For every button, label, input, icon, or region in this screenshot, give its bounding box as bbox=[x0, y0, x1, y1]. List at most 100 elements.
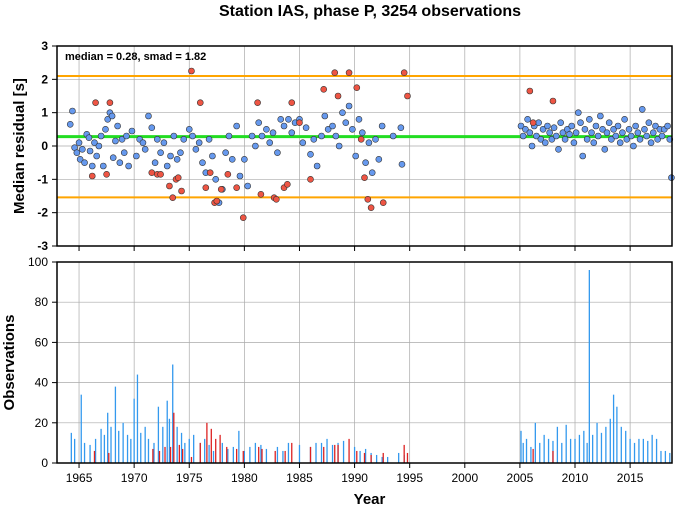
residual-point-148 bbox=[612, 132, 620, 140]
residual-point-46 bbox=[185, 126, 193, 133]
residual-point-3 bbox=[73, 149, 81, 156]
residual-point-135 bbox=[583, 136, 591, 143]
residual-point-37 bbox=[153, 136, 161, 143]
outlier-point-39 bbox=[367, 204, 375, 211]
residual-point-52 bbox=[205, 136, 213, 143]
residual-point-150 bbox=[616, 139, 624, 146]
outlier-point-12 bbox=[188, 67, 195, 75]
residual-point-100 bbox=[375, 156, 383, 163]
residual-point-171 bbox=[664, 122, 671, 130]
x-axis-label: Year bbox=[354, 491, 386, 508]
residual-point-1 bbox=[69, 107, 76, 115]
residual-point-11 bbox=[88, 162, 96, 170]
residual-point-48 bbox=[192, 146, 200, 153]
residual-point-0 bbox=[66, 121, 74, 128]
residual-point-13 bbox=[93, 152, 100, 160]
residual-point-139 bbox=[592, 122, 600, 130]
residual-x-ticks bbox=[78, 246, 631, 251]
x-tick-label-2: 1975 bbox=[176, 471, 203, 485]
outlier-point-6 bbox=[157, 171, 164, 178]
residual-point-5 bbox=[76, 156, 84, 163]
residual-point-59 bbox=[228, 156, 236, 163]
outlier-point-30 bbox=[307, 176, 314, 183]
outlier-point-11 bbox=[178, 187, 185, 195]
residual-point-153 bbox=[623, 136, 631, 143]
obs-y-tick-label-3: 60 bbox=[35, 335, 49, 349]
residual-point-69 bbox=[266, 139, 274, 146]
residual-point-4 bbox=[75, 139, 83, 146]
residual-point-64 bbox=[248, 132, 256, 140]
residual-point-26 bbox=[120, 149, 128, 156]
residual-point-36 bbox=[151, 159, 159, 166]
residual-point-71 bbox=[274, 149, 281, 156]
obs-y-tick-label-2: 40 bbox=[35, 376, 49, 390]
residual-point-68 bbox=[263, 126, 270, 133]
residual-point-9 bbox=[85, 134, 93, 141]
residual-point-169 bbox=[658, 132, 666, 140]
residual-point-41 bbox=[167, 152, 174, 160]
outlier-point-42 bbox=[404, 92, 411, 100]
outlier-point-38 bbox=[364, 196, 372, 203]
residual-point-120 bbox=[550, 124, 558, 131]
residual-y-tick-label-5: 2 bbox=[41, 72, 48, 86]
residual-point-102 bbox=[389, 132, 397, 140]
residual-point-134 bbox=[581, 126, 589, 133]
residual-point-18 bbox=[104, 116, 111, 123]
outlier-point-1 bbox=[92, 99, 99, 106]
residual-point-117 bbox=[544, 122, 551, 130]
residual-point-165 bbox=[649, 129, 657, 136]
outlier-point-25 bbox=[273, 196, 280, 203]
residual-point-67 bbox=[258, 132, 266, 140]
outlier-point-29 bbox=[296, 119, 303, 126]
outlier-point-37 bbox=[361, 174, 368, 181]
residual-point-79 bbox=[302, 124, 310, 131]
observations-gridlines bbox=[57, 261, 672, 464]
residual-point-152 bbox=[621, 116, 628, 123]
residual-point-145 bbox=[605, 119, 613, 126]
outlier-point-15 bbox=[206, 169, 214, 176]
residual-point-72 bbox=[277, 116, 285, 123]
residual-point-89 bbox=[339, 109, 346, 116]
outlier-point-36 bbox=[357, 136, 365, 143]
residual-point-90 bbox=[342, 119, 350, 126]
residual-y-tick-label-6: 3 bbox=[41, 39, 48, 53]
residual-point-12 bbox=[91, 139, 98, 146]
x-tick-label-9: 2010 bbox=[562, 471, 589, 485]
outlier-point-10 bbox=[174, 174, 182, 181]
obs-y-tick-label-0: 0 bbox=[41, 456, 48, 470]
residual-point-25 bbox=[118, 136, 126, 143]
residual-points bbox=[66, 67, 675, 221]
obs-y-tick-label-1: 20 bbox=[35, 416, 49, 430]
residual-point-140 bbox=[594, 132, 602, 140]
residual-point-133 bbox=[579, 152, 587, 160]
residual-point-6 bbox=[79, 146, 86, 153]
residual-point-80 bbox=[307, 151, 314, 158]
residual-point-113 bbox=[535, 119, 542, 126]
residual-point-22 bbox=[112, 137, 119, 145]
residual-point-84 bbox=[321, 112, 329, 120]
residual-point-92 bbox=[349, 126, 356, 133]
residual-point-21 bbox=[109, 154, 117, 161]
residual-point-27 bbox=[123, 132, 130, 140]
observation-bars bbox=[70, 270, 671, 463]
residual-point-110 bbox=[528, 142, 536, 150]
residual-y-tick-label-0: -3 bbox=[37, 239, 48, 253]
residual-y-tick-label-2: -1 bbox=[37, 172, 48, 186]
x-tick-label-4: 1985 bbox=[286, 471, 313, 485]
residual-point-38 bbox=[157, 149, 164, 156]
residual-point-29 bbox=[128, 127, 136, 135]
residual-point-136 bbox=[586, 116, 593, 123]
outlier-point-18 bbox=[217, 186, 225, 193]
residual-point-23 bbox=[114, 122, 121, 130]
residual-point-53 bbox=[209, 152, 216, 160]
residual-point-159 bbox=[636, 136, 644, 143]
residual-point-112 bbox=[533, 132, 540, 140]
residual-point-78 bbox=[299, 139, 307, 146]
residual-point-107 bbox=[522, 126, 529, 133]
x-tick-label-3: 1980 bbox=[231, 471, 258, 485]
residual-point-137 bbox=[588, 129, 595, 136]
residual-point-40 bbox=[163, 162, 171, 170]
residual-point-33 bbox=[141, 146, 149, 153]
residual-point-131 bbox=[575, 109, 582, 116]
